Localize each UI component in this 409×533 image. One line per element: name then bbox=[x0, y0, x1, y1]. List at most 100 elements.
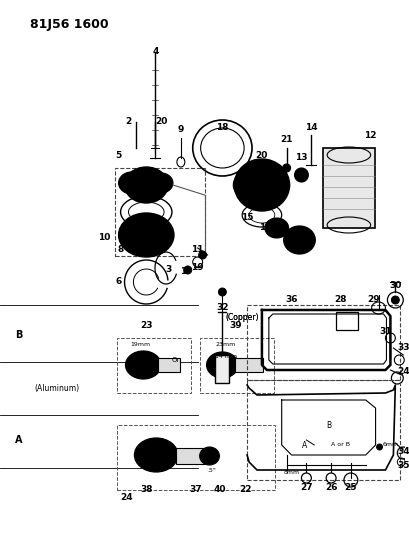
Text: 8: 8 bbox=[117, 246, 124, 254]
Text: (Copper): (Copper) bbox=[225, 313, 258, 322]
Ellipse shape bbox=[206, 352, 238, 378]
Ellipse shape bbox=[375, 444, 382, 450]
Ellipse shape bbox=[234, 159, 289, 211]
Ellipse shape bbox=[199, 447, 219, 465]
Text: 39: 39 bbox=[228, 320, 241, 329]
Bar bbox=[247, 380, 399, 480]
Text: B: B bbox=[15, 330, 22, 340]
Text: 19mm: 19mm bbox=[130, 343, 150, 348]
Text: 16: 16 bbox=[290, 244, 302, 253]
Text: (Copper): (Copper) bbox=[225, 313, 258, 322]
Text: 6: 6 bbox=[115, 278, 121, 287]
Ellipse shape bbox=[242, 166, 281, 204]
Ellipse shape bbox=[298, 172, 303, 178]
Text: 13: 13 bbox=[294, 154, 307, 163]
Text: 10: 10 bbox=[97, 233, 110, 243]
Ellipse shape bbox=[283, 226, 315, 254]
Text: 24: 24 bbox=[120, 492, 133, 502]
Text: 33: 33 bbox=[396, 343, 409, 352]
Bar bbox=[116, 425, 274, 490]
Ellipse shape bbox=[141, 230, 151, 240]
Text: 22: 22 bbox=[238, 486, 251, 495]
Text: A or B: A or B bbox=[331, 442, 350, 448]
Ellipse shape bbox=[183, 266, 191, 274]
Text: 21: 21 bbox=[280, 135, 292, 144]
Text: 2: 2 bbox=[125, 117, 131, 126]
Text: 26: 26 bbox=[324, 483, 337, 492]
Text: 23mm: 23mm bbox=[215, 343, 235, 348]
Text: 34: 34 bbox=[396, 448, 409, 456]
Text: 7: 7 bbox=[117, 233, 124, 243]
Ellipse shape bbox=[294, 235, 303, 245]
Text: 29: 29 bbox=[366, 295, 379, 304]
Ellipse shape bbox=[255, 179, 267, 191]
Text: 27: 27 bbox=[299, 483, 312, 492]
Bar bbox=[322, 148, 374, 228]
Text: 16mm: 16mm bbox=[130, 354, 150, 359]
Ellipse shape bbox=[198, 251, 206, 259]
Text: 25: 25 bbox=[344, 483, 356, 492]
Text: 6mm: 6mm bbox=[382, 442, 398, 448]
Bar bbox=[335, 312, 357, 330]
Ellipse shape bbox=[391, 296, 398, 304]
Bar bbox=[158, 358, 180, 372]
Text: 9: 9 bbox=[177, 125, 184, 134]
Text: 24: 24 bbox=[396, 367, 409, 376]
Text: 28: 28 bbox=[334, 295, 346, 304]
Text: 8mm: 8mm bbox=[283, 471, 299, 475]
Ellipse shape bbox=[218, 288, 226, 296]
Bar bbox=[199, 338, 273, 393]
Bar bbox=[115, 168, 204, 256]
Text: 3: 3 bbox=[164, 265, 171, 274]
Text: 18: 18 bbox=[216, 124, 228, 133]
Text: 17: 17 bbox=[258, 223, 270, 232]
Ellipse shape bbox=[141, 180, 151, 190]
Text: 11: 11 bbox=[191, 246, 203, 254]
Text: 5: 5 bbox=[115, 150, 121, 159]
Text: 23: 23 bbox=[140, 320, 152, 329]
Text: A: A bbox=[15, 435, 22, 445]
Text: 12: 12 bbox=[364, 131, 376, 140]
Ellipse shape bbox=[149, 173, 173, 193]
Text: 32: 32 bbox=[216, 303, 228, 312]
Text: 31: 31 bbox=[378, 327, 391, 336]
Text: 19: 19 bbox=[191, 263, 204, 272]
Bar bbox=[175, 448, 205, 464]
Ellipse shape bbox=[294, 168, 308, 182]
Text: (Aluminum): (Aluminum) bbox=[34, 384, 79, 392]
Bar bbox=[235, 358, 262, 372]
Text: 37: 37 bbox=[189, 486, 202, 495]
Text: .5": .5" bbox=[207, 467, 216, 472]
Text: 38: 38 bbox=[140, 486, 152, 495]
Ellipse shape bbox=[125, 351, 161, 379]
Text: 36: 36 bbox=[285, 295, 297, 304]
Text: Or: Or bbox=[171, 357, 180, 363]
Text: 81J56 1600: 81J56 1600 bbox=[29, 18, 108, 31]
Text: 40: 40 bbox=[213, 486, 225, 495]
Ellipse shape bbox=[152, 451, 160, 459]
Ellipse shape bbox=[233, 172, 260, 198]
Ellipse shape bbox=[264, 218, 288, 238]
Ellipse shape bbox=[134, 438, 178, 472]
Bar bbox=[247, 305, 399, 380]
Ellipse shape bbox=[132, 174, 160, 196]
Text: A: A bbox=[301, 440, 306, 449]
Ellipse shape bbox=[138, 244, 144, 250]
Text: 14 mm: 14 mm bbox=[215, 354, 237, 359]
Ellipse shape bbox=[124, 167, 168, 203]
Text: 1: 1 bbox=[179, 268, 186, 277]
Ellipse shape bbox=[118, 172, 144, 194]
Ellipse shape bbox=[118, 213, 173, 257]
Text: 20: 20 bbox=[255, 150, 267, 159]
Ellipse shape bbox=[282, 164, 290, 172]
Text: 30: 30 bbox=[388, 280, 400, 289]
Bar bbox=[215, 355, 229, 383]
Text: 14: 14 bbox=[304, 124, 317, 133]
Text: 35: 35 bbox=[396, 461, 409, 470]
Text: 20: 20 bbox=[155, 117, 167, 126]
Bar bbox=[116, 338, 190, 393]
Text: B: B bbox=[326, 421, 330, 430]
Ellipse shape bbox=[263, 173, 289, 197]
Text: 15: 15 bbox=[240, 214, 253, 222]
Text: 4: 4 bbox=[153, 47, 159, 56]
